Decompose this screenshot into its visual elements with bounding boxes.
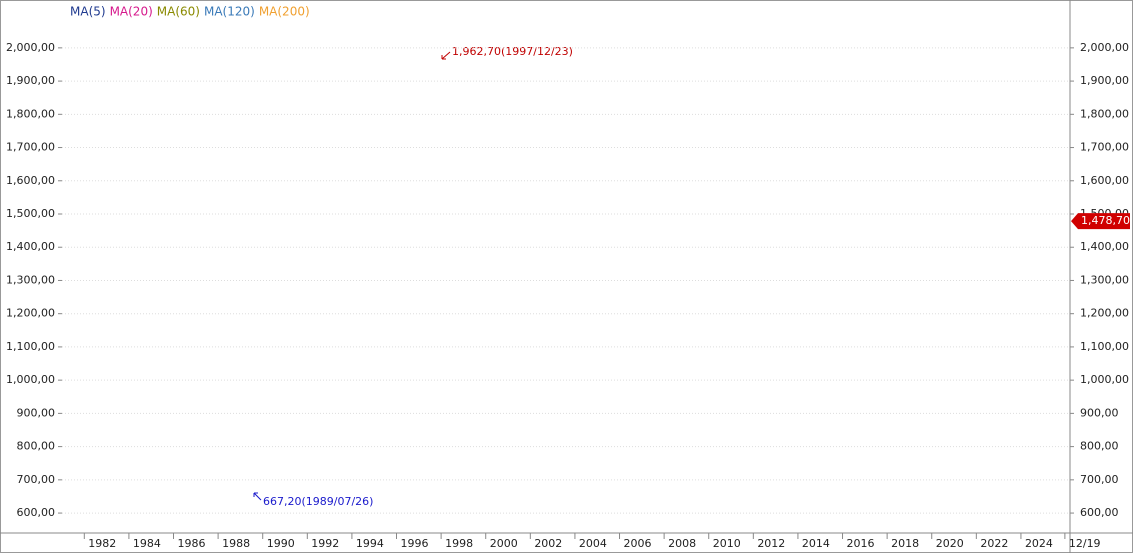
x-tick-label: 12/19 [1069,537,1101,550]
x-tick-label: 2024 [1025,537,1053,550]
x-tick-label: 2008 [668,537,696,550]
x-tick-label: 2006 [624,537,652,550]
annotation-arrow [253,492,262,501]
x-tick-label: 2022 [980,537,1008,550]
x-tick-label: 1984 [133,537,161,550]
legend-entry: MA(20) [110,5,153,19]
annotation-high: 1,962,70(1997/12/23) [452,45,573,58]
y-tick-label: 1,600,00 [6,174,55,187]
legend-entry: MA(60) [157,5,200,19]
y2-tick-label: 1,200,00 [1080,307,1129,320]
legend-entry: MA(5) [70,5,106,19]
x-tick-label: 2014 [802,537,830,550]
y-tick-label: 1,400,00 [6,240,55,253]
y-tick-label: 1,700,00 [6,141,55,154]
y-tick-label: 700,00 [17,473,56,486]
y-tick-label: 900,00 [17,406,56,419]
x-tick-label: 1990 [267,537,295,550]
y2-tick-label: 1,900,00 [1080,74,1129,87]
y2-tick-label: 1,300,00 [1080,273,1129,286]
y-tick-label: 1,900,00 [6,74,55,87]
y2-tick-label: 1,400,00 [1080,240,1129,253]
legend-entry: MA(200) [259,5,310,19]
x-tick-label: 2004 [579,537,607,550]
y2-tick-label: 1,700,00 [1080,141,1129,154]
x-tick-label: 2002 [534,537,562,550]
annotation-low: 667,20(1989/07/26) [263,495,373,508]
x-tick-label: 1994 [356,537,384,550]
y-tick-label: 1,300,00 [6,273,55,286]
y2-tick-label: 1,000,00 [1080,373,1129,386]
x-tick-label: 2016 [847,537,875,550]
price-tag [1071,213,1130,230]
x-tick-label: 2000 [490,537,518,550]
y-tick-label: 600,00 [17,506,56,519]
x-tick-label: 1988 [222,537,250,550]
x-tick-label: 2012 [757,537,785,550]
y-tick-label: 1,800,00 [6,107,55,120]
x-tick-label: 1986 [178,537,206,550]
x-tick-label: 2010 [713,537,741,550]
y2-tick-label: 2,000,00 [1080,41,1129,54]
x-tick-label: 2020 [936,537,964,550]
price-tag-label: 1,478,70 [1081,214,1130,227]
x-tick-label: 1992 [311,537,339,550]
y-tick-label: 1,500,00 [6,207,55,220]
y2-tick-label: 700,00 [1080,473,1119,486]
annotation-arrow [441,51,451,60]
y2-tick-label: 1,600,00 [1080,174,1129,187]
legend-entry: MA(120) [204,5,255,19]
y2-tick-label: 600,00 [1080,506,1119,519]
y2-tick-label: 800,00 [1080,440,1119,453]
y2-tick-label: 1,100,00 [1080,340,1129,353]
y2-tick-label: 900,00 [1080,406,1119,419]
y-tick-label: 1,200,00 [6,307,55,320]
x-tick-label: 1996 [401,537,429,550]
legend: MA(5) MA(20) MA(60) MA(120) MA(200) [70,5,310,19]
y-tick-label: 1,100,00 [6,340,55,353]
y2-tick-label: 1,800,00 [1080,107,1129,120]
y-tick-label: 1,000,00 [6,373,55,386]
x-tick-label: 2018 [891,537,919,550]
x-tick-label: 1998 [445,537,473,550]
y-tick-label: 800,00 [17,440,56,453]
x-tick-label: 1982 [88,537,116,550]
y-tick-label: 2,000,00 [6,41,55,54]
